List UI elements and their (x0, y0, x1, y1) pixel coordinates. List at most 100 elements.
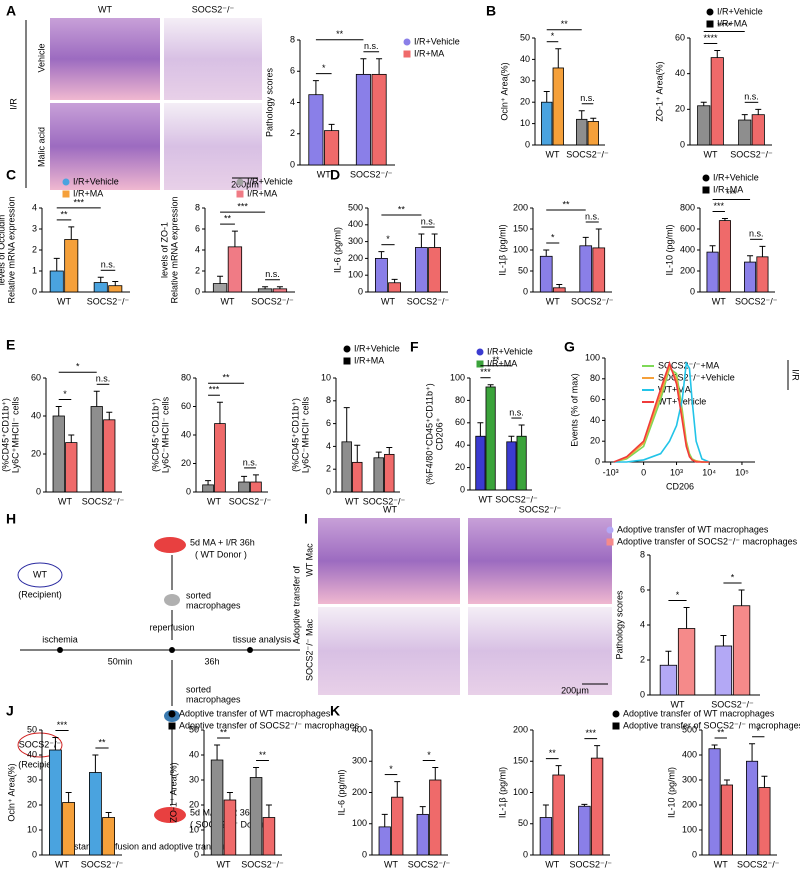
y-tick-label: 400 (348, 219, 363, 229)
x-tick-label: 10⁴ (702, 467, 716, 477)
y-tick-label: 20 (590, 436, 600, 446)
bar (539, 817, 553, 856)
legend-label: Adoptive transfer of SOCS2⁻/⁻ macrophage… (617, 536, 798, 546)
legend-label: I/R+Vehicle (73, 176, 119, 186)
x-tick-label: SOCS2⁻/⁻ (229, 496, 272, 506)
error-bar (542, 804, 549, 818)
legend-label: Adoptive transfer of SOCS2⁻/⁻ macrophage… (179, 720, 360, 730)
bar (414, 247, 428, 293)
y-tick-label: 4 (32, 202, 37, 212)
legend-swatch (62, 190, 70, 198)
error-bar (378, 251, 385, 259)
y-tick-label: 100 (585, 352, 600, 362)
y-axis-label: IL-1β (pg/ml) (497, 224, 507, 275)
bar (262, 817, 276, 856)
error-bar (52, 737, 59, 750)
error-bar (556, 283, 563, 288)
image-label: WT (383, 504, 397, 514)
y-tick-label: 400 (682, 749, 697, 759)
panel-a-images: WT SOCS2⁻/⁻ Vehicle Malic acid I/R 200μm (8, 4, 262, 190)
bar (590, 757, 604, 856)
y-tick-label: 0 (523, 286, 528, 296)
legend-label: Adoptive transfer of WT macrophages (179, 708, 331, 718)
y-tick-label: 200 (682, 799, 697, 809)
error-bar (231, 230, 238, 247)
bar (539, 255, 553, 293)
bar (516, 435, 527, 491)
legend-swatch (343, 345, 351, 353)
legend-label: I/R+Vehicle (713, 172, 759, 182)
y-tick-label: 50 (27, 724, 37, 734)
cells (164, 594, 180, 606)
legend-label: SOCS2⁻/⁻+Vehicle (658, 372, 735, 382)
y-tick-label: 80 (455, 395, 465, 405)
x-tick-label: WT (479, 494, 493, 504)
image-label: WT Mac (304, 543, 314, 577)
y-axis-label: IL-6 (pg/ml) (336, 769, 346, 815)
sig-label: * (322, 63, 326, 73)
diagram-text: WT (33, 569, 47, 579)
legend-label: I/R+Vehicle (247, 176, 293, 186)
legend-swatch (168, 710, 176, 718)
y-tick-label: 500 (682, 724, 697, 734)
error-bar (543, 249, 550, 257)
y-axis-label: Ly6C⁺MHCII⁻ cells (10, 396, 20, 473)
error-bar (508, 435, 515, 442)
legend-swatch (612, 722, 620, 730)
error-bar (738, 589, 745, 606)
bar (706, 251, 719, 293)
y-tick-label: 300 (352, 756, 367, 766)
sig-label: *** (726, 189, 737, 199)
y-axis-label: Ocln⁺ Area(%) (499, 62, 509, 120)
letters: A B C D E F G H I J K (6, 3, 575, 719)
x-tick-label: WT (221, 296, 235, 306)
micrograph (50, 18, 160, 100)
error-bar (431, 233, 438, 248)
diagram-text: reperfusion (149, 622, 194, 632)
y-tick-label: 40 (27, 749, 37, 759)
panel-letter: C (6, 167, 16, 183)
bar (677, 628, 696, 696)
error-bar (328, 123, 335, 131)
y-tick-label: 40 (189, 749, 199, 759)
y-axis-label: Pathology scores (264, 67, 274, 137)
x-tick-label: WT (545, 859, 559, 869)
bar (391, 796, 404, 856)
y-tick-label: 6 (640, 584, 645, 594)
legend-swatch (476, 348, 484, 356)
y-axis-label: Relative mRNA expression (6, 196, 16, 303)
y-tick-label: 0 (525, 139, 530, 149)
bar (541, 101, 553, 146)
x-tick-label: WT (345, 496, 359, 506)
x-tick-label: WT (712, 296, 726, 306)
error-bar (216, 401, 223, 424)
y-tick-label: 30 (27, 774, 37, 784)
y-tick-label: 0 (194, 849, 199, 859)
y-axis-label: Ly6C⁻MHCII⁻ cells (160, 396, 170, 473)
error-bar (360, 58, 367, 75)
y-tick-label: 80 (181, 372, 191, 382)
bar (697, 105, 711, 146)
x-tick-label: SOCS2⁻/⁻ (730, 149, 773, 159)
x-tick-label: WT (384, 859, 398, 869)
error-bar (581, 803, 588, 807)
error-bar (578, 110, 585, 120)
micrograph (468, 518, 612, 604)
sig-label: ** (98, 737, 106, 747)
y-tick-label: 100 (352, 818, 367, 828)
diagram-text: sorted (186, 590, 211, 600)
sig-label: **** (703, 33, 718, 43)
bar (202, 484, 214, 493)
error-bar (252, 474, 259, 483)
mouse (154, 807, 186, 823)
timepoint (169, 647, 175, 653)
bar (552, 67, 564, 146)
y-tick-label: 20 (181, 458, 191, 468)
legend-label: I/R+Vehicle (717, 6, 763, 16)
y-tick-label: 0 (690, 286, 695, 296)
legend-swatch (168, 722, 176, 730)
bar (732, 605, 751, 696)
micrograph (318, 518, 460, 604)
y-tick-label: 200 (513, 202, 528, 212)
